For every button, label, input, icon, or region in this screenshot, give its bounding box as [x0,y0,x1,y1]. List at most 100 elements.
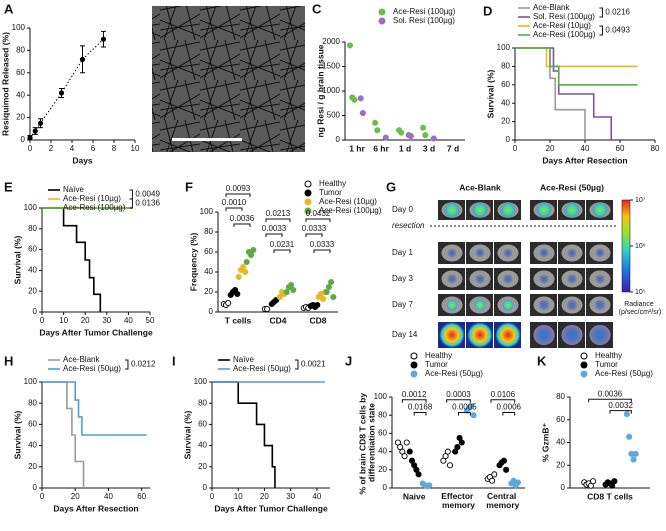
p-value: 0.0333 [310,240,335,249]
y-tick-label: 0 [21,135,26,144]
p-value: 0.0213 [266,209,291,218]
point [359,110,366,117]
point [374,127,381,134]
point [290,286,297,294]
scale-bar [172,138,242,141]
x-tick-label: 4 [70,144,75,153]
x-tick-label: 20 [546,144,555,153]
legend-label: Ace-Resi (10µg) [63,194,121,203]
survival-curve [515,47,613,140]
x-tick-label: 0 [40,492,45,501]
signal [467,322,493,348]
panel-letter: C [312,1,322,16]
x-tick-label: Effector memory [441,491,475,510]
survival-curve [42,207,102,312]
x-tick-label: 50 [146,316,155,325]
point [27,135,33,141]
p-value: 0.0033 [262,224,287,233]
survival-curve [42,381,85,488]
point [623,411,630,418]
p-value: 0.0032 [608,401,633,410]
point [458,439,465,446]
y-tick-label: 0 [506,135,511,144]
legend-swatch [304,189,312,197]
x-tick-label: 10 [234,492,243,501]
p-bracket [446,399,471,403]
panel-letter: H [4,353,13,368]
y-axis-label: Survival (%) [182,411,192,460]
y-tick-label: 80 [556,392,565,401]
point [240,263,247,271]
signal [446,299,458,311]
point [248,251,255,259]
p-bracket [225,193,251,197]
x-tick-label: CD4 [269,315,286,325]
legend-label: Healthy [319,179,346,188]
point [314,301,321,309]
p-value: 0.0333 [302,224,327,233]
row-label: Day 3 [392,274,413,283]
point [500,457,507,464]
p-bracket [599,7,603,18]
column-label: Ace-Blank [459,182,501,192]
p-value: 0.0493 [605,26,630,35]
x-tick-label: 30 [102,316,111,325]
x-axis-label: Days After Resection [542,155,627,165]
x-tick-label: 60 [137,492,146,501]
signal [503,248,513,258]
signal [564,202,580,218]
panel-letter: I [172,353,176,368]
signal [500,202,516,218]
point [325,283,332,291]
p-bracket [313,249,331,253]
y-tick-label: 100 [24,203,38,212]
row-label: Day 7 [392,300,413,309]
panel-letter: K [537,353,547,368]
legend-label: Sol. Resi (100µg) [393,16,455,25]
y-tick-label: 0 [561,483,566,492]
x-tick-label: Central memory [486,491,519,510]
x-tick-label: 30 [286,492,295,501]
legend-label: Ace-Resi (50µg) [595,369,653,378]
p-bracket [265,218,291,222]
legend-label: Naïve [233,355,254,364]
point [420,124,427,131]
signal [567,248,577,258]
x-tick-label: 40 [124,316,133,325]
point [32,128,38,134]
point [372,119,379,126]
x-tick-label: 20 [260,492,269,501]
signal [475,274,485,284]
p-bracket [129,189,133,200]
p-value: 0.0212 [131,360,156,369]
point [323,288,330,296]
legend-label: Sol. Resi (100µg) [533,12,595,21]
y-tick-label: 80 [204,227,213,236]
x-tick-label: 0 [40,316,45,325]
signal [447,248,457,258]
y-tick-label: 20 [28,462,37,471]
point [590,478,597,485]
signal [439,322,465,348]
signal [539,274,549,284]
panel-letter: E [4,179,13,194]
p-bracket [305,233,323,237]
signal [531,322,557,348]
p-bracket [599,25,603,36]
point [351,96,358,103]
point [446,462,454,469]
y-tick-label: 100 [497,43,511,52]
panel-letter: J [345,353,352,368]
legend-label: Ace-Resi (10µg) [533,21,591,30]
point [426,482,433,489]
x-tick-label: 0 [210,492,215,501]
p-value: 0.0036 [230,214,255,223]
p-bracket [401,399,427,403]
p-bracket [588,398,632,403]
legend-label: Ace-Resi (100µg) [63,203,126,212]
y-tick-label: 40 [378,447,387,456]
legend-label: Tumor [425,360,448,369]
point [630,456,637,463]
legend-label: Tumor [595,360,618,369]
